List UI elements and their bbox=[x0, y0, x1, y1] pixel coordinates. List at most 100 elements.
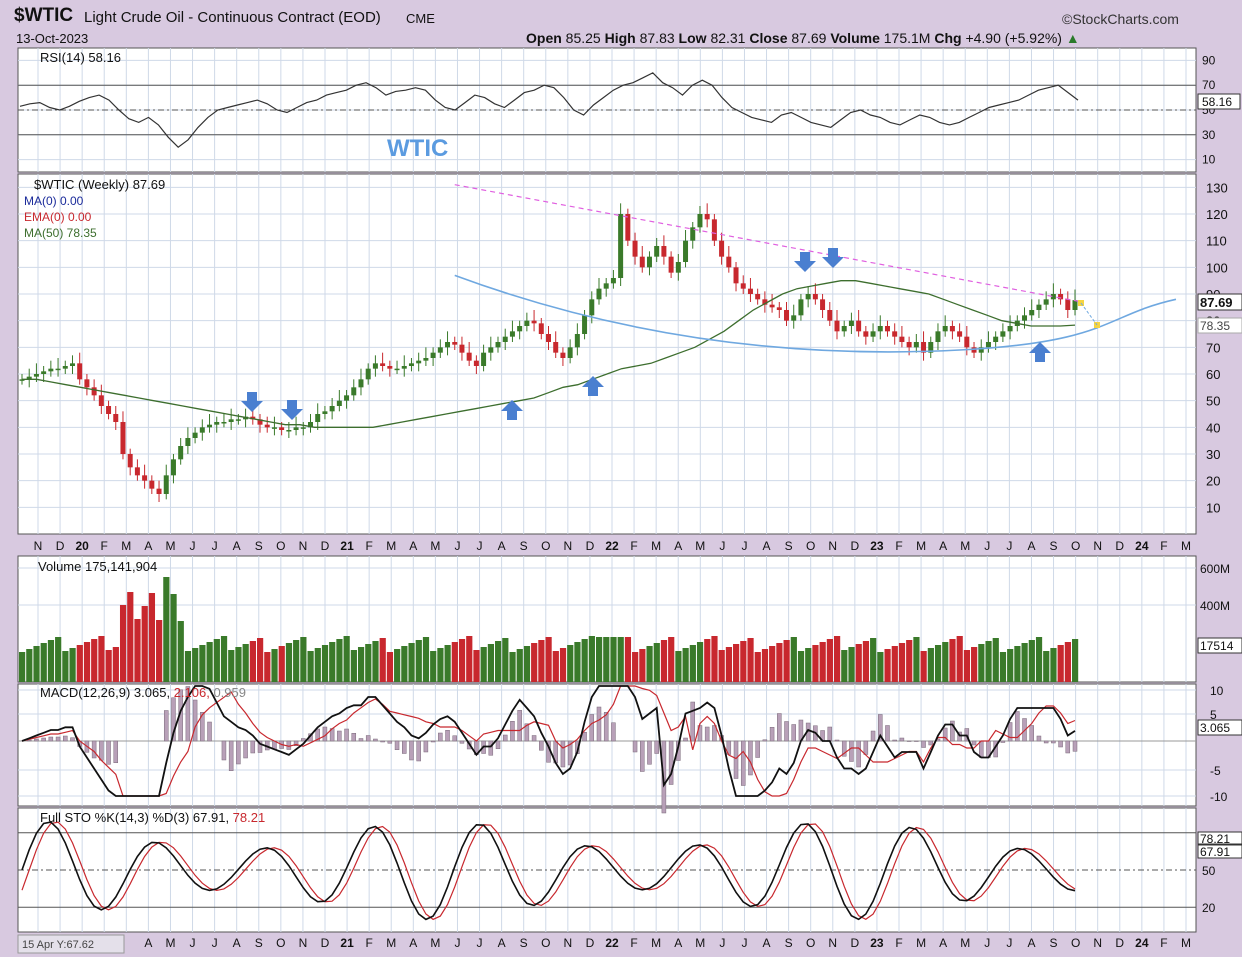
support-arc bbox=[454, 274, 1177, 353]
macd-histogram-bar bbox=[200, 712, 205, 742]
macd-histogram-bar bbox=[524, 723, 530, 742]
rsi-tick-label: 10 bbox=[1202, 153, 1216, 167]
candle-body bbox=[170, 459, 176, 476]
macd-histogram-bar bbox=[856, 740, 861, 768]
candle-body bbox=[221, 422, 227, 424]
volume-bar bbox=[668, 637, 675, 682]
candle-body bbox=[235, 419, 241, 421]
month-tick-label-bottom: M bbox=[651, 936, 661, 950]
candle-body bbox=[985, 342, 991, 348]
macd-signal-line bbox=[21, 685, 1076, 797]
volume-bar bbox=[617, 637, 624, 682]
candle-body bbox=[452, 342, 458, 345]
macd-histogram-bar bbox=[1036, 735, 1042, 742]
volume-bar bbox=[307, 651, 314, 682]
macd-histogram-bar bbox=[971, 740, 977, 746]
volume-bar bbox=[220, 636, 228, 682]
volume-bar bbox=[740, 641, 747, 682]
month-tick-label: F bbox=[630, 539, 637, 553]
volume-bar bbox=[98, 636, 105, 682]
candle-body bbox=[423, 358, 429, 361]
macd-tick-label: -5 bbox=[1210, 764, 1221, 778]
candle-body bbox=[329, 406, 335, 412]
month-tick-label-bottom: J bbox=[477, 936, 483, 950]
candle-body bbox=[531, 320, 537, 324]
candle-body bbox=[214, 422, 220, 425]
month-tick-label-bottom: O bbox=[1071, 936, 1080, 950]
candle-body bbox=[610, 278, 616, 284]
candle-body bbox=[300, 427, 306, 429]
macd-histogram-bar bbox=[344, 728, 349, 742]
macd-histogram-bar bbox=[654, 740, 659, 754]
month-tick-label-bottom: J bbox=[1006, 936, 1012, 950]
chg-value: +4.90 (+5.92%) bbox=[965, 30, 1062, 46]
brand-logo[interactable]: ©StockCharts.com bbox=[1062, 11, 1179, 27]
macd-histogram-bar bbox=[502, 734, 508, 742]
month-tick-label: 20 bbox=[75, 539, 89, 553]
candle-body bbox=[91, 387, 97, 396]
volume-bar bbox=[285, 643, 293, 682]
volume-bar bbox=[841, 650, 848, 682]
candle-body bbox=[1043, 299, 1049, 305]
macd-histogram-bar bbox=[250, 740, 256, 754]
macd-histogram-bar bbox=[1007, 722, 1013, 742]
volume-bar bbox=[430, 651, 437, 682]
candle-body bbox=[481, 352, 487, 366]
month-tick-label-bottom: J bbox=[212, 936, 218, 950]
volume-bar bbox=[213, 639, 220, 682]
month-tick-label-bottom: F bbox=[630, 936, 637, 950]
month-tick-label: A bbox=[144, 539, 152, 553]
volume-bar bbox=[819, 642, 826, 682]
macd-histogram-bar bbox=[257, 740, 263, 753]
price-tick-label: 30 bbox=[1206, 447, 1220, 462]
macd-histogram-bar bbox=[380, 740, 385, 743]
volume-bar bbox=[242, 644, 249, 682]
macd-histogram-bar bbox=[416, 740, 421, 762]
volume-bar bbox=[473, 650, 480, 682]
symbol[interactable]: $WTIC bbox=[14, 5, 74, 26]
macd-histogram-bar bbox=[906, 740, 912, 742]
volume-bar bbox=[603, 637, 610, 682]
macd-histogram-bar bbox=[885, 725, 890, 742]
volume-bar bbox=[704, 639, 711, 682]
month-tick-label: J bbox=[719, 539, 725, 553]
month-tick-label-bottom: D bbox=[321, 936, 330, 950]
volume-bar bbox=[437, 648, 444, 682]
month-tick-label-bottom: F bbox=[365, 936, 372, 950]
candle-body bbox=[509, 331, 515, 337]
volume-bar bbox=[711, 636, 718, 682]
volume-bar bbox=[870, 638, 877, 682]
macd-histogram-bar bbox=[510, 721, 515, 742]
candle-body bbox=[380, 363, 386, 366]
volume-bar bbox=[1007, 649, 1014, 682]
macd-histogram-bar bbox=[769, 727, 775, 742]
macd-histogram-bar bbox=[423, 740, 429, 753]
volume-bar bbox=[718, 650, 725, 682]
down-arrow-icon bbox=[281, 400, 303, 420]
macd-tick-label: 10 bbox=[1210, 684, 1224, 698]
quote-bar: Open 85.25 High 87.83 Low 82.31 Close 87… bbox=[526, 30, 1080, 46]
volume-bar bbox=[148, 593, 156, 682]
volume-bar bbox=[754, 652, 761, 682]
candle-body bbox=[791, 315, 797, 321]
candle-body bbox=[416, 360, 422, 364]
month-tick-label: D bbox=[321, 539, 330, 553]
month-tick-label: F bbox=[365, 539, 372, 553]
macd-histogram-bar bbox=[459, 740, 465, 744]
volume-bar bbox=[776, 643, 783, 682]
macd-histogram-bar bbox=[1058, 740, 1063, 748]
month-tick-label-bottom: A bbox=[674, 936, 682, 950]
macd-histogram-bar bbox=[1043, 740, 1049, 744]
month-tick-label-bottom: O bbox=[276, 936, 285, 950]
macd-histogram-bar bbox=[870, 730, 876, 742]
macd-histogram-bar bbox=[640, 740, 645, 772]
candle-body bbox=[250, 416, 256, 420]
candle-body bbox=[928, 342, 934, 353]
month-tick-label: S bbox=[785, 539, 793, 553]
volume-bar bbox=[877, 652, 884, 682]
projection-line bbox=[1080, 302, 1098, 326]
ma50-line bbox=[22, 280, 1076, 428]
volume-bar bbox=[1050, 648, 1057, 682]
candle-body bbox=[942, 326, 948, 332]
